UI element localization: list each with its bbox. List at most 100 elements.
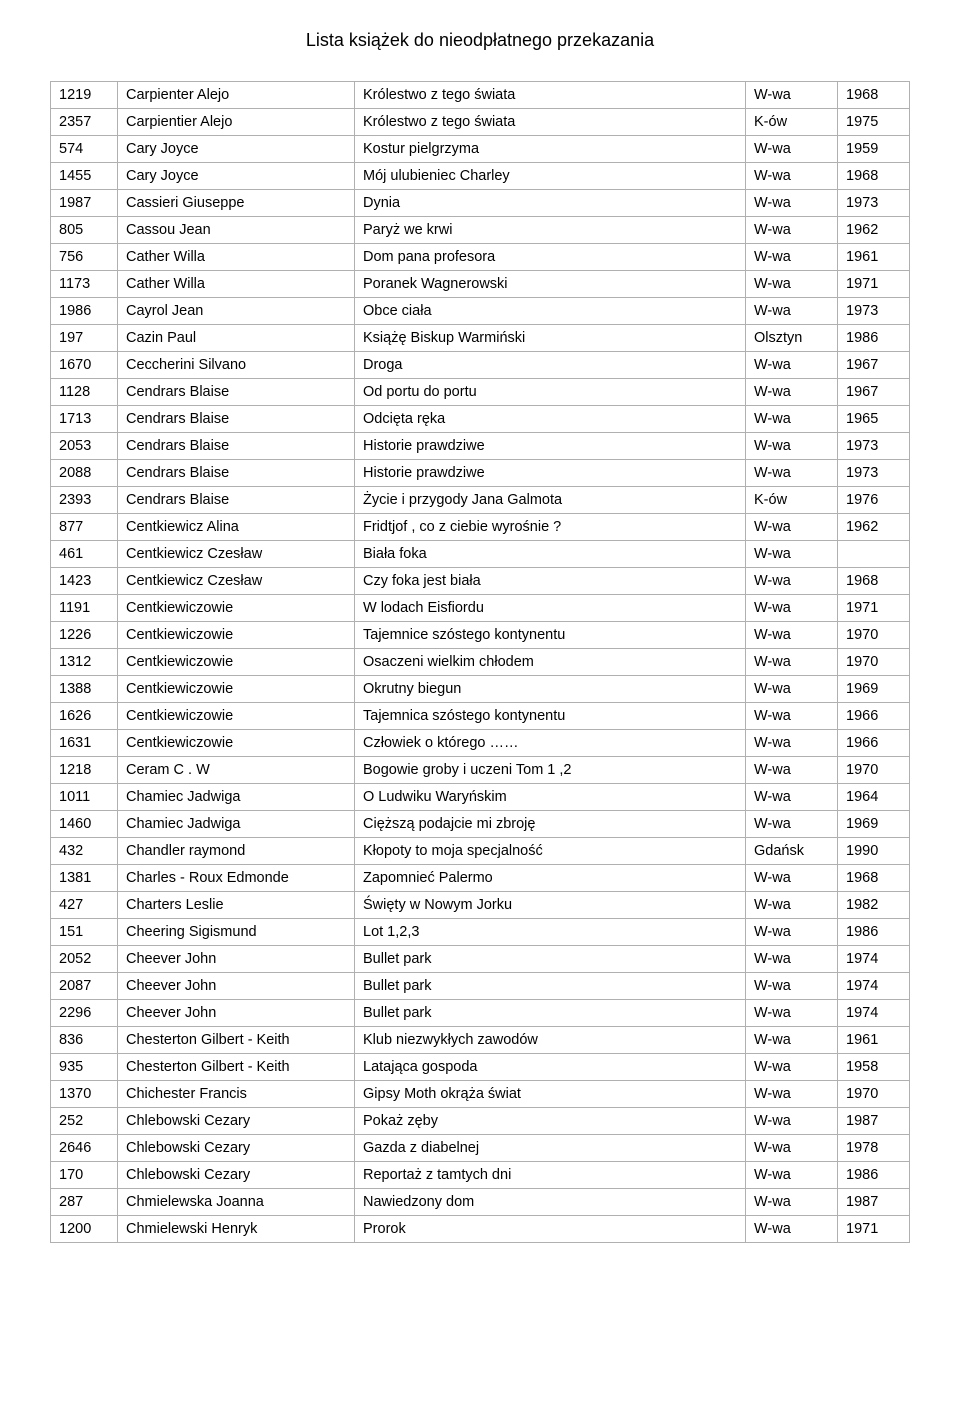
cell-title: Dom pana profesora — [355, 244, 746, 271]
cell-place: W-wa — [746, 514, 838, 541]
cell-year: 1968 — [838, 568, 910, 595]
cell-title: Tajemnice szóstego kontynentu — [355, 622, 746, 649]
cell-id: 170 — [51, 1162, 118, 1189]
cell-place: W-wa — [746, 1135, 838, 1162]
cell-title: Poranek Wagnerowski — [355, 271, 746, 298]
table-row: 1128Cendrars BlaiseOd portu do portuW-wa… — [51, 379, 910, 406]
cell-place: W-wa — [746, 298, 838, 325]
cell-id: 2088 — [51, 460, 118, 487]
cell-id: 2393 — [51, 487, 118, 514]
cell-place: W-wa — [746, 973, 838, 1000]
cell-title: Życie i przygody Jana Galmota — [355, 487, 746, 514]
table-row: 2052Cheever JohnBullet parkW-wa1974 — [51, 946, 910, 973]
cell-title: Bullet park — [355, 946, 746, 973]
cell-author: Ceccherini Silvano — [118, 352, 355, 379]
cell-title: Człowiek o którego …… — [355, 730, 746, 757]
cell-author: Centkiewiczowie — [118, 676, 355, 703]
cell-author: Ceram C . W — [118, 757, 355, 784]
cell-id: 2646 — [51, 1135, 118, 1162]
cell-year: 1973 — [838, 460, 910, 487]
table-row: 461Centkiewicz CzesławBiała fokaW-wa — [51, 541, 910, 568]
cell-author: Chesterton Gilbert - Keith — [118, 1027, 355, 1054]
cell-id: 935 — [51, 1054, 118, 1081]
cell-year: 1973 — [838, 190, 910, 217]
table-row: 836Chesterton Gilbert - KeithKlub niezwy… — [51, 1027, 910, 1054]
cell-id: 1460 — [51, 811, 118, 838]
cell-year: 1978 — [838, 1135, 910, 1162]
cell-id: 1226 — [51, 622, 118, 649]
cell-title: Biała foka — [355, 541, 746, 568]
cell-year: 1969 — [838, 811, 910, 838]
cell-id: 1128 — [51, 379, 118, 406]
cell-author: Cendrars Blaise — [118, 433, 355, 460]
cell-year: 1969 — [838, 676, 910, 703]
table-row: 2087Cheever JohnBullet parkW-wa1974 — [51, 973, 910, 1000]
table-row: 1219Carpienter AlejoKrólestwo z tego świ… — [51, 82, 910, 109]
cell-place: W-wa — [746, 1162, 838, 1189]
cell-place: W-wa — [746, 730, 838, 757]
table-row: 170Chlebowski CezaryReportaż z tamtych d… — [51, 1162, 910, 1189]
cell-author: Cheering Sigismund — [118, 919, 355, 946]
cell-title: Historie prawdziwe — [355, 460, 746, 487]
cell-title: Czy foka jest biała — [355, 568, 746, 595]
cell-place: Olsztyn — [746, 325, 838, 352]
table-row: 1226CentkiewiczowieTajemnice szóstego ko… — [51, 622, 910, 649]
cell-place: W-wa — [746, 244, 838, 271]
cell-id: 252 — [51, 1108, 118, 1135]
cell-author: Centkiewiczowie — [118, 649, 355, 676]
books-table: 1219Carpienter AlejoKrólestwo z tego świ… — [50, 81, 910, 1243]
cell-place: W-wa — [746, 676, 838, 703]
cell-author: Chlebowski Cezary — [118, 1162, 355, 1189]
cell-place: W-wa — [746, 1054, 838, 1081]
cell-author: Centkiewiczowie — [118, 730, 355, 757]
cell-id: 1626 — [51, 703, 118, 730]
cell-title: Latająca gospoda — [355, 1054, 746, 1081]
cell-id: 1370 — [51, 1081, 118, 1108]
table-row: 1626CentkiewiczowieTajemnica szóstego ko… — [51, 703, 910, 730]
cell-id: 836 — [51, 1027, 118, 1054]
cell-place: W-wa — [746, 1189, 838, 1216]
cell-place: K-ów — [746, 109, 838, 136]
table-row: 1011Chamiec JadwigaO Ludwiku WaryńskimW-… — [51, 784, 910, 811]
cell-title: Tajemnica szóstego kontynentu — [355, 703, 746, 730]
cell-year: 1973 — [838, 298, 910, 325]
cell-year: 1965 — [838, 406, 910, 433]
cell-author: Centkiewicz Czesław — [118, 541, 355, 568]
cell-place: K-ów — [746, 487, 838, 514]
cell-title: Fridtjof , co z ciebie wyrośnie ? — [355, 514, 746, 541]
cell-author: Chesterton Gilbert - Keith — [118, 1054, 355, 1081]
table-row: 935Chesterton Gilbert - KeithLatająca go… — [51, 1054, 910, 1081]
cell-title: Klub niezwykłych zawodów — [355, 1027, 746, 1054]
cell-year: 1990 — [838, 838, 910, 865]
cell-title: Gazda z diabelnej — [355, 1135, 746, 1162]
cell-year: 1970 — [838, 622, 910, 649]
cell-year: 1986 — [838, 325, 910, 352]
cell-year: 1970 — [838, 757, 910, 784]
cell-year: 1974 — [838, 946, 910, 973]
cell-place: W-wa — [746, 811, 838, 838]
cell-place: W-wa — [746, 649, 838, 676]
table-row: 1713Cendrars BlaiseOdcięta rękaW-wa1965 — [51, 406, 910, 433]
cell-author: Centkiewiczowie — [118, 622, 355, 649]
table-row: 1381Charles - Roux EdmondeZapomnieć Pale… — [51, 865, 910, 892]
cell-title: Bullet park — [355, 1000, 746, 1027]
table-row: 427Charters LeslieŚwięty w Nowym JorkuW-… — [51, 892, 910, 919]
cell-year: 1964 — [838, 784, 910, 811]
cell-place: W-wa — [746, 946, 838, 973]
table-row: 197Cazin PaulKsiążę Biskup WarmińskiOlsz… — [51, 325, 910, 352]
cell-author: Cazin Paul — [118, 325, 355, 352]
cell-author: Charles - Roux Edmonde — [118, 865, 355, 892]
cell-id: 574 — [51, 136, 118, 163]
cell-author: Cendrars Blaise — [118, 460, 355, 487]
cell-id: 432 — [51, 838, 118, 865]
cell-title: Droga — [355, 352, 746, 379]
cell-id: 877 — [51, 514, 118, 541]
table-row: 2393Cendrars BlaiseŻycie i przygody Jana… — [51, 487, 910, 514]
cell-id: 1011 — [51, 784, 118, 811]
cell-year: 1971 — [838, 1216, 910, 1243]
table-row: 287Chmielewska JoannaNawiedzony domW-wa1… — [51, 1189, 910, 1216]
cell-author: Charters Leslie — [118, 892, 355, 919]
cell-title: Dynia — [355, 190, 746, 217]
page-title: Lista książek do nieodpłatnego przekazan… — [50, 30, 910, 51]
cell-id: 756 — [51, 244, 118, 271]
